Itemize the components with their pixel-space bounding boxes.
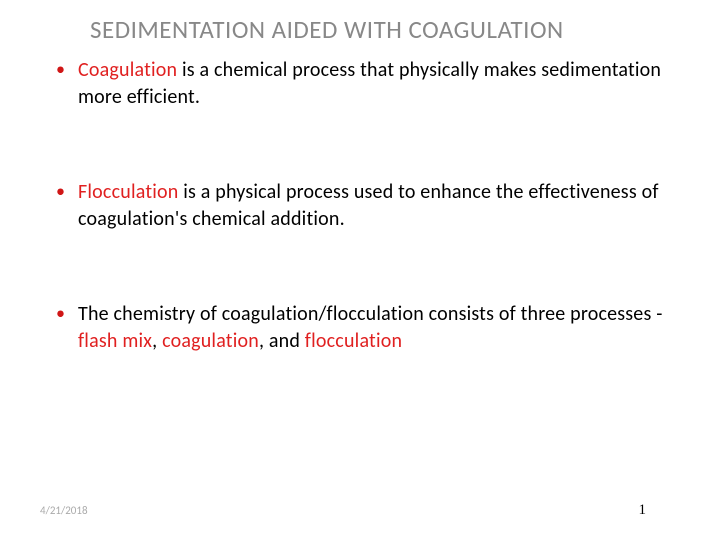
body-text: The chemistry of coagulation/flocculatio… xyxy=(78,302,663,326)
body-text: , and xyxy=(259,329,305,353)
slide: SEDIMENTATION AIDED WITH COAGULATION Coa… xyxy=(0,0,720,539)
slide-title: SEDIMENTATION AIDED WITH COAGULATION xyxy=(90,14,682,45)
highlight-text: flash mix xyxy=(78,329,152,353)
highlight-text: coagulation xyxy=(162,329,259,353)
body-text: , xyxy=(152,329,162,353)
footer-date: 4/21/2018 xyxy=(40,504,88,517)
highlight-text: Flocculation xyxy=(78,180,178,204)
bullet-item: Coagulation is a chemical process that p… xyxy=(50,57,682,111)
slide-body: Coagulation is a chemical process that p… xyxy=(38,57,682,355)
slide-footer: 4/21/2018 1 xyxy=(40,502,680,519)
highlight-text: flocculation xyxy=(305,329,402,353)
footer-pagenum: 1 xyxy=(639,502,647,519)
bullet-item: Flocculation is a physical process used … xyxy=(50,179,682,233)
highlight-text: Coagulation xyxy=(78,58,177,82)
bullet-list: Coagulation is a chemical process that p… xyxy=(50,57,682,355)
bullet-item: The chemistry of coagulation/flocculatio… xyxy=(50,301,682,355)
